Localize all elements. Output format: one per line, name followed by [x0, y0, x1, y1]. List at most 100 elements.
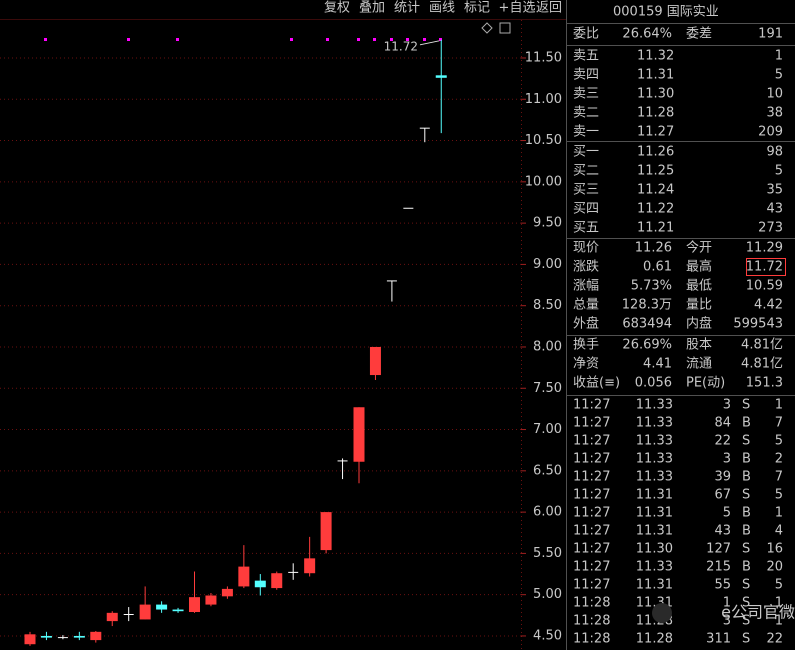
panel-text: 总量: [573, 298, 599, 313]
panel-text: PE(动): [686, 376, 725, 391]
panel-text: 11.31: [637, 68, 674, 83]
panel-text: 11.30: [637, 87, 674, 102]
panel-text: 11.33: [636, 434, 673, 449]
panel-text: 4.41: [643, 357, 672, 372]
panel-text: 股本: [686, 338, 712, 353]
y-tick-label: 11.00: [525, 92, 562, 107]
panel-text: 11.28: [637, 106, 674, 121]
toolbar-button[interactable]: 返回: [536, 1, 562, 16]
panel-text: 11:27: [573, 506, 610, 521]
panel-text: 16: [766, 542, 783, 557]
icon-diamond[interactable]: [481, 22, 493, 34]
panel-text: 11:27: [573, 398, 610, 413]
panel-text: B: [742, 416, 751, 431]
panel-text: 外盘: [573, 316, 599, 332]
panel-text: 7: [775, 416, 783, 431]
panel-text: 11:27: [573, 470, 610, 485]
candle-body: [205, 595, 217, 605]
y-tick-label: 9.50: [533, 216, 562, 231]
panel-text: 11:27: [573, 560, 610, 575]
panel-text: 委差: [686, 27, 712, 42]
panel-text: 最低: [686, 279, 712, 294]
panel-text: 1: [723, 596, 731, 611]
panel-text: 151.3: [746, 376, 783, 391]
panel-text: 26.69%: [622, 338, 672, 353]
panel-text: 35: [766, 183, 783, 198]
panel-text: 11.33: [636, 470, 673, 485]
panel-text: 卖五: [573, 49, 599, 64]
panel-text: 11.30: [636, 542, 673, 557]
panel-text: 11:28: [573, 614, 610, 629]
candle-body: [73, 635, 85, 638]
candle-body: [254, 580, 266, 588]
panel-text: 22: [714, 434, 731, 449]
panel-text: 11.33: [636, 398, 673, 413]
panel-text: 5.73%: [631, 279, 672, 294]
candle-body: [435, 75, 447, 78]
panel-text: 26.64%: [622, 27, 672, 42]
panel-text: S: [742, 398, 750, 413]
toolbar-button[interactable]: 画线: [429, 1, 455, 16]
panel-text: 67: [714, 488, 731, 503]
candle-body: [139, 604, 151, 620]
panel-text: 今开: [686, 240, 712, 256]
panel-text: B: [742, 524, 751, 539]
panel-text: 1: [775, 596, 783, 611]
panel-text: B: [742, 560, 751, 575]
panel-text: 11.28: [636, 632, 673, 647]
y-tick-label: 11.50: [525, 50, 562, 65]
candle-body: [221, 588, 233, 597]
panel-text: 191: [758, 27, 783, 42]
panel-text: 卖三: [573, 87, 599, 102]
panel-text: 3: [723, 452, 731, 467]
y-tick-label: 7.00: [533, 422, 562, 437]
icon-window[interactable]: [499, 22, 511, 34]
panel-text: 3: [723, 398, 731, 413]
panel-text: S: [742, 596, 750, 611]
panel-text: 11.32: [637, 49, 674, 64]
panel-text: 10.59: [746, 279, 783, 294]
panel-text: 现价: [573, 241, 599, 256]
y-tick-label: 8.50: [533, 298, 562, 313]
panel-text: 卖四: [573, 68, 599, 83]
toolbar-button[interactable]: 复权: [324, 0, 350, 16]
panel-text: 11:27: [573, 542, 610, 557]
y-tick-label: 6.00: [533, 505, 562, 520]
panel-text: 43: [766, 202, 783, 217]
candle-body: [271, 573, 283, 589]
panel-text: 流通: [686, 357, 712, 372]
panel-text: 11.29: [746, 241, 783, 256]
y-tick-label: 5.50: [533, 546, 562, 561]
panel-text: 量比: [686, 298, 712, 313]
panel-text: 11:28: [573, 596, 610, 611]
toolbar-button[interactable]: 统计: [394, 1, 420, 16]
panel-text: 买五: [573, 221, 599, 236]
panel-text: 209: [758, 125, 783, 140]
toolbar-button[interactable]: 标记: [464, 1, 490, 16]
watermark-icon: [652, 603, 672, 623]
panel-text: 11.33: [636, 452, 673, 467]
panel-text: 11.31: [636, 506, 673, 521]
panel-text: B: [742, 470, 751, 485]
panel-text: 4.81亿: [741, 338, 783, 353]
panel-text: 买三: [573, 183, 599, 198]
panel-text: 2: [775, 452, 783, 467]
panel-text: 11.31: [636, 578, 673, 593]
panel-text: 38: [766, 106, 783, 121]
candle-body: [238, 566, 250, 587]
panel-text: 599543: [733, 317, 783, 332]
panel-text: 0.056: [635, 376, 672, 391]
annotation-arrow: [419, 40, 440, 46]
panel-text: 1: [775, 49, 783, 64]
panel-text: 11.33: [636, 560, 673, 575]
panel-title: 000159 国际实业: [613, 5, 719, 20]
toolbar-button[interactable]: 叠加: [359, 1, 385, 16]
panel-text: 内盘: [686, 316, 712, 332]
panel-text: S: [742, 488, 750, 503]
y-tick-label: 4.50: [533, 628, 562, 643]
toolbar-button[interactable]: +自选: [499, 1, 536, 16]
panel-text: 买二: [573, 164, 599, 179]
panel-text: 11.25: [637, 164, 674, 179]
panel-text: S: [742, 614, 750, 629]
panel-text: 最高: [686, 259, 712, 275]
